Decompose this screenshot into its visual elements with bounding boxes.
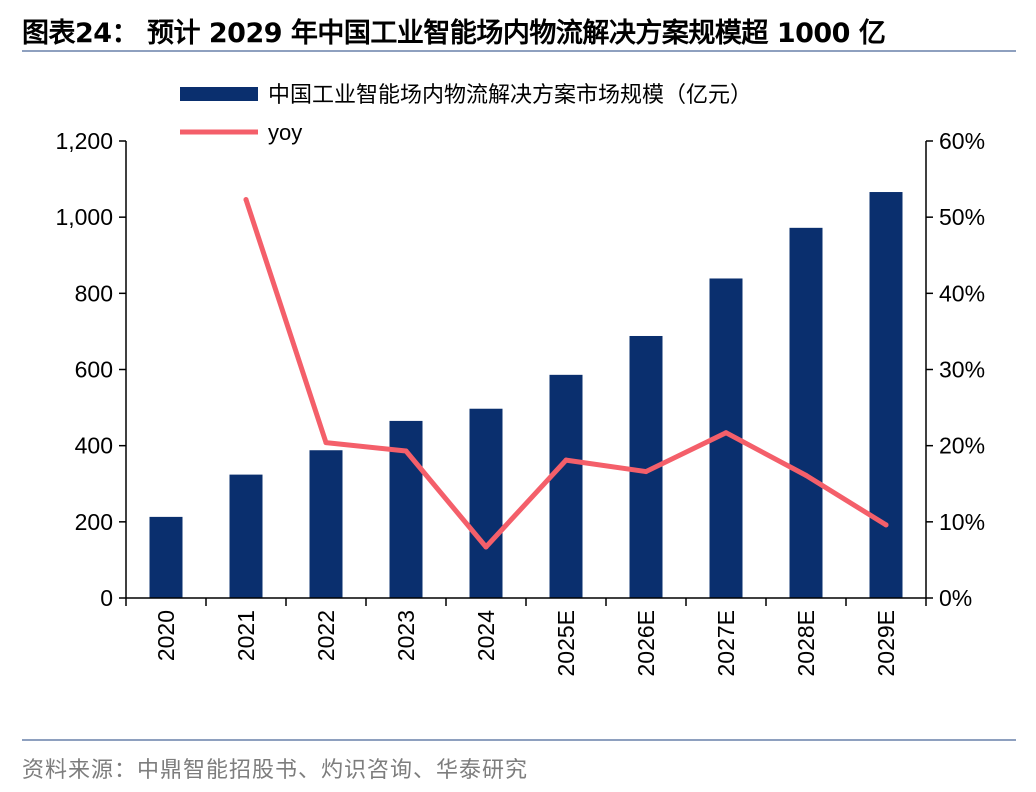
source-note: 资料来源：中鼎智能招股书、灼识咨询、华泰研究 xyxy=(22,758,529,783)
bar-2020 xyxy=(149,516,183,598)
bar-2021 xyxy=(229,474,263,598)
y-right-tick-label: 20% xyxy=(939,433,985,459)
x-tick-label: 2026E xyxy=(633,610,659,677)
title-divider xyxy=(22,50,1016,52)
y-right-tick-label: 50% xyxy=(939,204,985,230)
yoy-point-2028E xyxy=(803,472,809,478)
y-right-tick-label: 40% xyxy=(939,280,985,306)
x-tick-label: 2022 xyxy=(313,610,339,661)
y-right-tick-label: 10% xyxy=(939,509,985,535)
yoy-point-2021 xyxy=(243,197,249,203)
legend-bar-label: 中国工业智能场内物流解决方案市场规模（亿元） xyxy=(268,82,752,107)
yoy-point-2025E xyxy=(563,457,569,463)
y-left-tick-label: 200 xyxy=(75,509,113,535)
bar-2028E xyxy=(789,227,823,598)
yoy-series xyxy=(243,197,889,550)
x-tick-label: 2024 xyxy=(473,610,499,661)
y-left-tick-label: 800 xyxy=(75,280,113,306)
y-left-tick-label: 400 xyxy=(75,433,113,459)
legend-bar-swatch xyxy=(180,87,258,101)
yoy-point-2024 xyxy=(483,544,489,550)
bar-2022 xyxy=(309,450,343,598)
y-right-tick-label: 30% xyxy=(939,357,985,383)
x-tick-label: 2025E xyxy=(553,610,579,677)
y-right-tick-label: 60% xyxy=(939,128,985,154)
legend-line-label: yoy xyxy=(268,120,302,145)
source-divider xyxy=(22,739,1016,741)
legend: 中国工业智能场内物流解决方案市场规模（亿元） yoy xyxy=(180,82,752,145)
yoy-point-2022 xyxy=(323,440,329,446)
yoy-point-2027E xyxy=(723,430,729,436)
y-left-tick-label: 1,000 xyxy=(55,204,113,230)
y-right-tick-label: 0% xyxy=(939,585,972,611)
x-tick-label: 2023 xyxy=(393,610,419,661)
bar-2025E xyxy=(549,374,583,598)
x-tick-label: 2020 xyxy=(153,610,179,661)
y-left-tick-label: 600 xyxy=(75,357,113,383)
x-tick-label: 2021 xyxy=(233,610,259,661)
title-bar: 图表24： 预计 2029 年中国工业智能场内物流解决方案规模超 1000 亿 xyxy=(0,0,1036,52)
yoy-point-2029E xyxy=(883,522,889,528)
axes: 0 0% 200 10% 400 20% 600 30% 800 40% 1,000 50% 1,200… xyxy=(55,128,985,677)
yoy-point-2026E xyxy=(643,469,649,475)
y-left-tick-label: 1,200 xyxy=(55,128,113,154)
bar-2024 xyxy=(469,408,503,598)
x-tick-label: 2028E xyxy=(793,610,819,677)
chart: 中国工业智能场内物流解决方案市场规模（亿元） yoy 0 0% 200 10% 400 2… xyxy=(55,82,985,677)
y-left-tick-label: 0 xyxy=(100,585,113,611)
figure-title: 图表24： 预计 2029 年中国工业智能场内物流解决方案规模超 1000 亿 xyxy=(22,18,886,49)
x-tick-label: 2029E xyxy=(873,610,899,677)
bar-2029E xyxy=(869,192,903,598)
x-tick-label: 2027E xyxy=(713,610,739,677)
yoy-point-2023 xyxy=(403,448,409,454)
